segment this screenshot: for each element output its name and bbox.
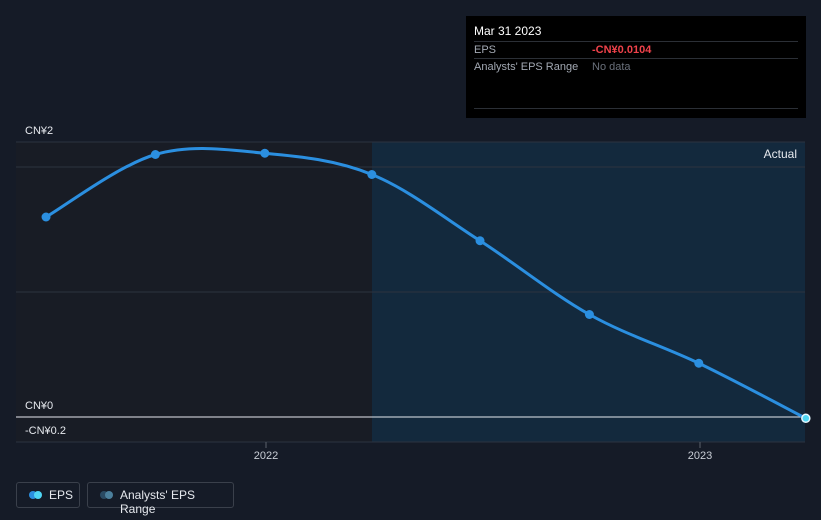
tooltip-divider [474,108,798,109]
actual-region-label: Actual [764,147,797,161]
legend-eps[interactable]: EPS [16,482,80,508]
legend-eps-label: EPS [49,488,74,502]
legend-range-label: Analysts' EPS Range [120,488,195,516]
tooltip-row-range: Analysts' EPS Range No data [474,58,798,76]
gridlines [16,141,805,448]
tooltip-eps-key: EPS [474,44,497,56]
eps-point [367,170,377,179]
tooltip-range-value: No data [592,61,631,73]
x-axis-labels: 2022 2023 [254,450,712,462]
eps-point-latest [801,413,811,424]
legend-analysts-eps-range[interactable]: Analysts' EPS Range [87,482,234,516]
tooltip-panel: Mar 31 2023 EPS -CN¥0.0104 Analysts' EPS… [466,16,806,118]
tooltip-date: Mar 31 2023 [474,24,542,38]
tooltip-row-eps: EPS -CN¥0.0104 [474,41,798,59]
eps-point [475,236,485,246]
eps-point [694,358,704,368]
eps-point [584,310,594,319]
legend-range-icon [100,491,113,499]
eps-point [150,150,160,159]
tooltip-eps-value: -CN¥0.0104 [592,44,652,56]
legend-eps-icon [29,491,42,499]
eps-series-line [45,147,807,420]
y-tick-label: CN¥2 [25,125,53,137]
y-tick-label: -CN¥0.2 [25,425,66,437]
eps-data-points [41,148,811,424]
eps-point [41,212,51,222]
x-tick-label: 2022 [254,450,278,462]
y-axis-labels: CN¥2 CN¥0 -CN¥0.2 [25,125,66,437]
eps-point [260,148,270,158]
x-tick-label: 2023 [688,450,712,462]
y-tick-label: CN¥0 [25,400,53,412]
tooltip-range-key: Analysts' EPS Range [474,61,579,73]
